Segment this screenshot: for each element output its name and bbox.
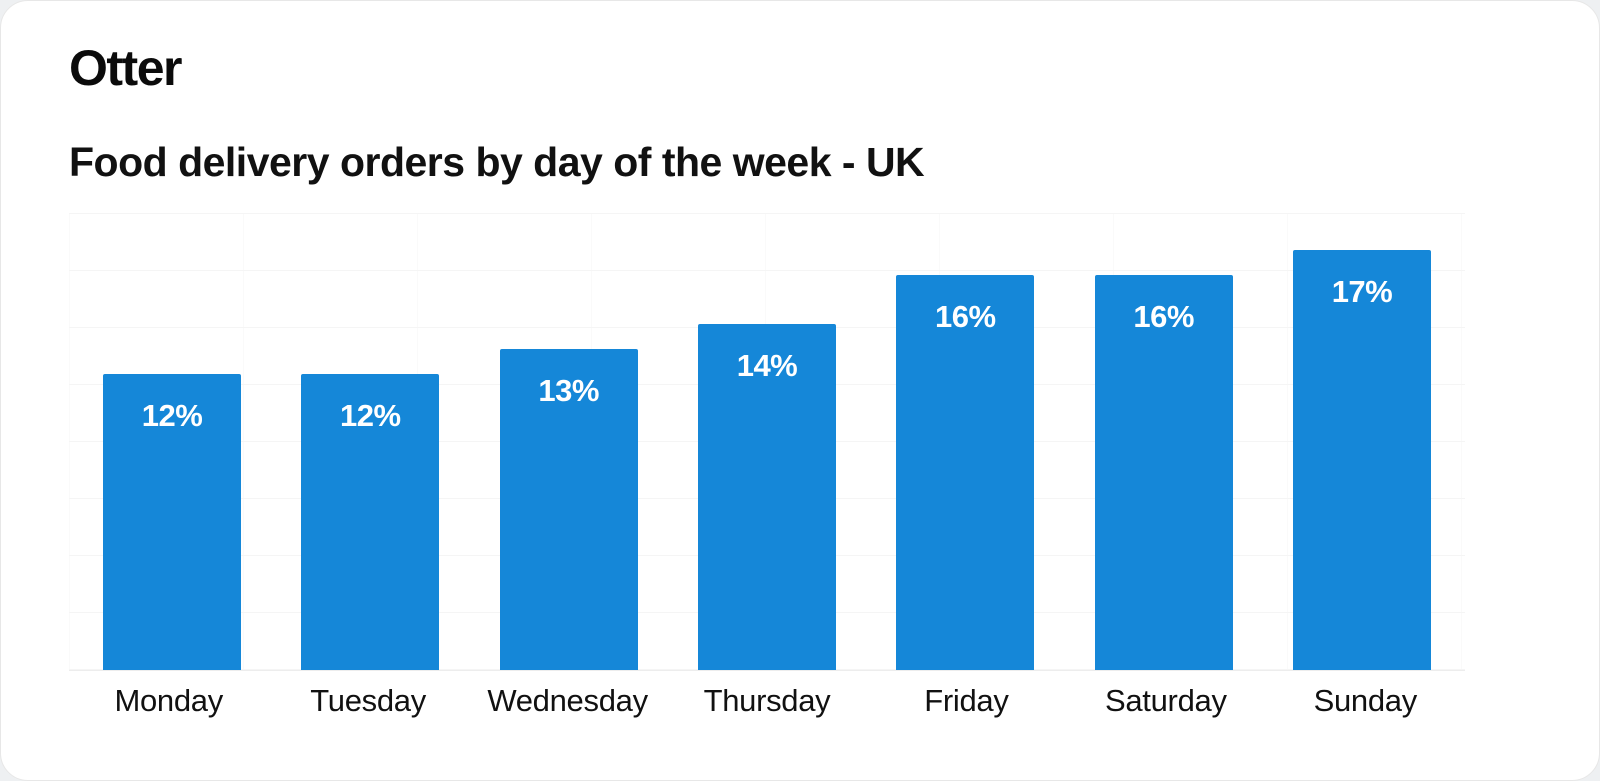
bar-chart: 12% 12% 13% 14% 16% 16% 17% <box>69 213 1465 671</box>
x-axis-labels: Monday Tuesday Wednesday Thursday Friday Satu… <box>69 683 1465 719</box>
chart-title: Food delivery orders by day of the week … <box>69 139 925 185</box>
bar-value-label-wednesday: 13% <box>538 372 599 408</box>
bar-column-thursday: 14% <box>697 213 836 670</box>
bar-value-label-thursday: 14% <box>736 348 798 384</box>
bar-value-label-sunday: 17% <box>1331 274 1393 310</box>
bar-wednesday: 13% <box>499 348 638 670</box>
x-axis-label-wednesday: Wednesday <box>487 683 648 718</box>
bar-saturday: 16% <box>1094 274 1233 670</box>
bar-monday: 12% <box>103 373 241 670</box>
bar-thursday: 14% <box>697 324 836 670</box>
x-axis-label-saturday: Saturday <box>1104 683 1227 718</box>
bar-tuesday: 12% <box>301 373 440 670</box>
bar-column-sunday: 17% <box>1292 213 1431 670</box>
brand-logo: Otter <box>69 40 182 96</box>
bar-value-label-monday: 12% <box>141 397 203 433</box>
x-axis-label-sunday: Sunday <box>1313 683 1418 718</box>
bar-value-label-friday: 16% <box>935 298 996 334</box>
x-axis-label-monday: Monday <box>114 683 223 718</box>
bar-column-saturday: 16% <box>1094 213 1233 670</box>
x-axis-label-tuesday: Tuesday <box>310 683 426 718</box>
bar-value-label-tuesday: 12% <box>340 397 401 433</box>
bar-column-tuesday: 12% <box>301 213 440 670</box>
bar-column-friday: 16% <box>896 213 1035 670</box>
bar-column-wednesday: 13% <box>499 213 638 670</box>
bar-column-monday: 12% <box>103 213 241 670</box>
bar-friday: 16% <box>896 274 1035 670</box>
bars-container: 12% 12% 13% 14% 16% 16% 17% <box>69 213 1465 670</box>
x-axis-label-friday: Friday <box>924 683 1009 718</box>
bar-value-label-saturday: 16% <box>1133 298 1194 334</box>
bar-sunday: 17% <box>1292 250 1431 670</box>
x-axis-label-thursday: Thursday <box>703 683 831 718</box>
